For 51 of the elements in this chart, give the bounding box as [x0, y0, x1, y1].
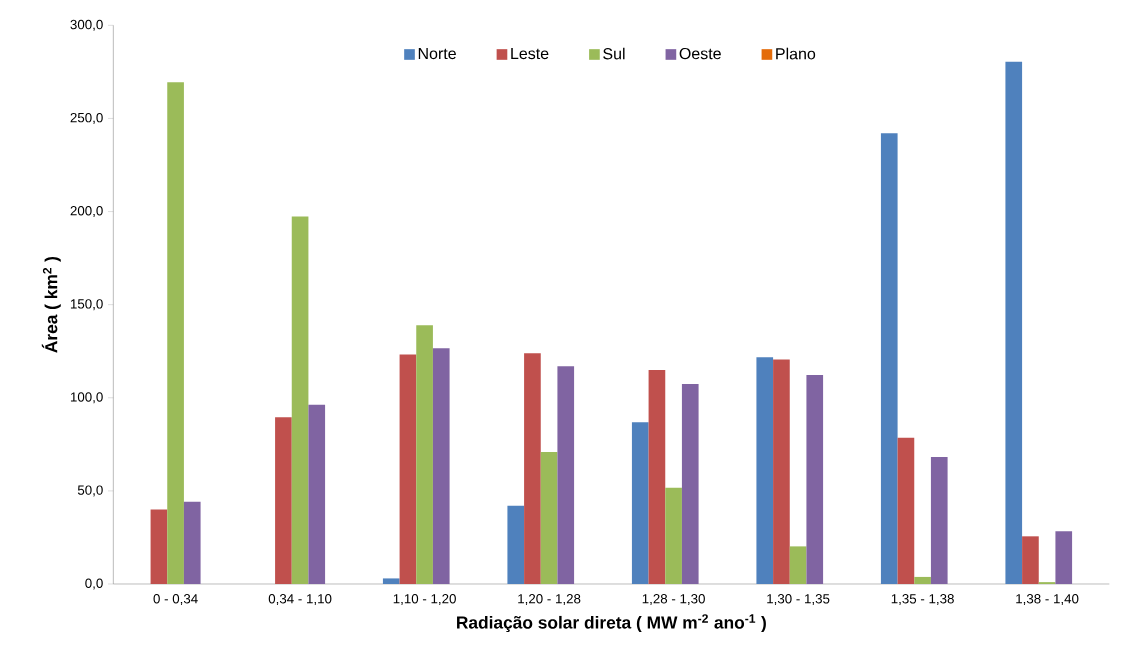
y-tick-label: 100,0: [70, 392, 103, 404]
x-tick-label: 1,28 - 1,30: [642, 594, 705, 606]
bar: [150, 509, 168, 584]
x-tick-label: 0,34 - 1,10: [268, 594, 332, 606]
bar: [631, 422, 649, 584]
bar: [1005, 61, 1023, 584]
bar: [183, 501, 201, 584]
bar: [914, 576, 931, 584]
legend-label: Norte: [418, 47, 456, 60]
bar: [416, 325, 433, 584]
bar: [930, 457, 948, 584]
bar: [432, 348, 450, 584]
y-tick-label: 250,0: [70, 112, 103, 124]
bar: [806, 375, 824, 584]
x-axis-title: Radiação solar direta ( MW m$^{-2}$ ano$^{-1}$ ): [457, 614, 766, 633]
y-tick-label: 0,0: [85, 578, 103, 590]
x-tick-label: 1,30 - 1,35: [767, 594, 830, 606]
bar: [665, 487, 682, 584]
x-tick-label: 1,35 - 1,38: [891, 594, 954, 606]
x-tick-label: 1,20 - 1,28: [518, 594, 581, 606]
y-tick-label: 50,0: [77, 485, 103, 497]
bar: [681, 384, 699, 584]
bar: [648, 370, 666, 584]
bar: [540, 451, 558, 584]
bar: [308, 404, 326, 584]
y-tick-label: 200,0: [70, 206, 103, 218]
bar: [773, 359, 790, 584]
bar: [1022, 536, 1039, 584]
legend-label: Sul: [603, 47, 625, 60]
x-tick-label: 1,10 - 1,20: [393, 594, 456, 606]
bar: [789, 546, 807, 584]
bar: [1055, 531, 1073, 584]
y-axis-title: Área ( km$^{2}$ ): [41, 257, 61, 353]
bar: [507, 505, 525, 584]
bar: [275, 417, 292, 584]
x-tick-label: 0 - 0,34: [153, 594, 198, 606]
bar: [756, 357, 774, 584]
bar: [557, 366, 575, 584]
bar: [382, 578, 400, 584]
y-tick-label: 300,0: [70, 19, 103, 31]
legend-label: Oeste: [679, 47, 721, 60]
bar: [291, 216, 309, 584]
x-tick-label: 1,38 - 1,40: [1016, 594, 1079, 606]
bar: [399, 354, 417, 584]
bar: [880, 133, 898, 584]
y-tick-label: 150,0: [70, 299, 103, 311]
legend-label: Plano: [776, 47, 816, 60]
legend-label: Leste: [511, 47, 549, 60]
bar: [897, 437, 915, 584]
bar: [524, 353, 541, 584]
bar: [167, 82, 184, 584]
